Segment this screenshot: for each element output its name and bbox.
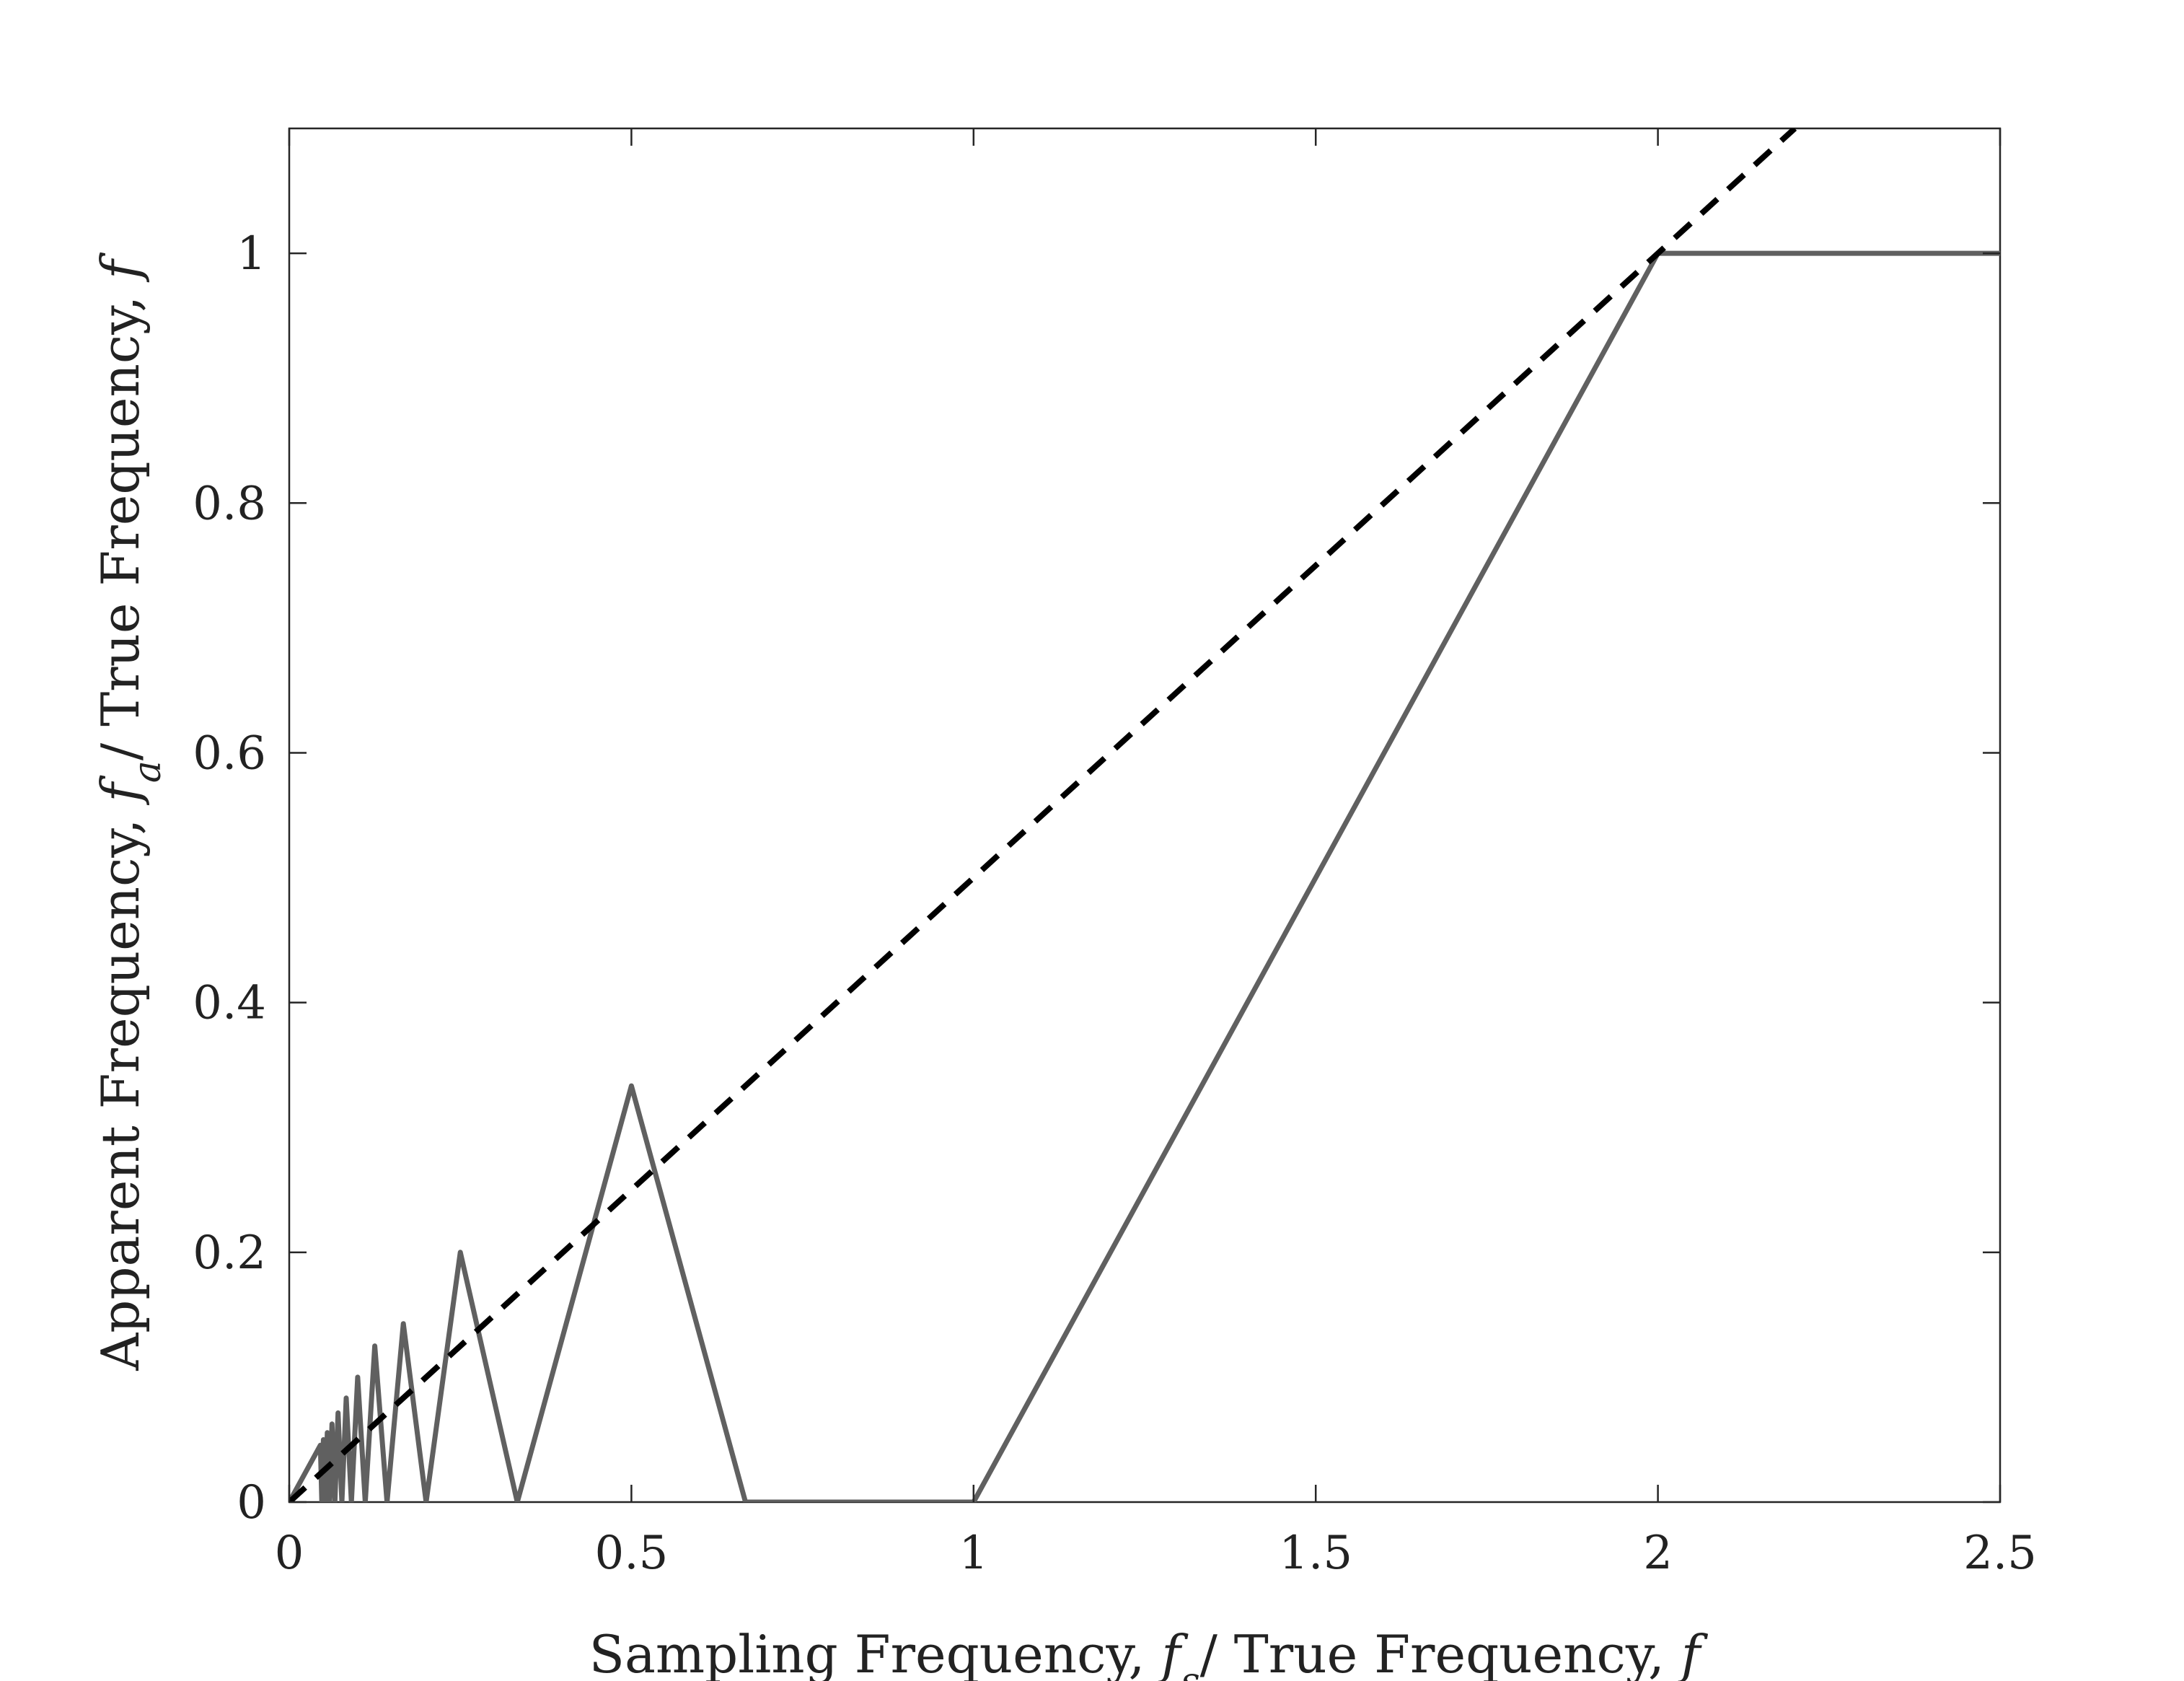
y-tick-label: 0 bbox=[237, 1476, 266, 1529]
axis-label-part: a bbox=[126, 760, 169, 783]
x-tick-label: 2.5 bbox=[1963, 1527, 2037, 1580]
series-line-dashed bbox=[289, 128, 1797, 1502]
y-tick-label: 0.4 bbox=[193, 977, 266, 1030]
axis-label-part: f bbox=[90, 252, 151, 283]
x-tick-label: 0.5 bbox=[595, 1527, 669, 1580]
axes-box bbox=[288, 127, 2002, 1504]
y-tick-label: 1 bbox=[237, 227, 266, 281]
x-tick-label: 1 bbox=[959, 1527, 988, 1580]
axis-label-part: Apparent Frequency, bbox=[90, 802, 151, 1371]
axis-label-part: Sampling Frequency, bbox=[589, 1624, 1162, 1681]
series-line-solid bbox=[289, 250, 2000, 1502]
y-axis-label: Apparent Frequency, fa/ True Frequency, … bbox=[90, 252, 169, 1371]
y-tick-label: 0.8 bbox=[193, 477, 266, 530]
plot-area bbox=[288, 127, 2002, 1504]
x-tick-label: 0 bbox=[275, 1527, 304, 1580]
x-tick-label: 1.5 bbox=[1279, 1527, 1352, 1580]
axis-label-part: s bbox=[1181, 1660, 1200, 1681]
x-axis-label: Sampling Frequency, fs/ True Frequency, … bbox=[589, 1624, 1709, 1681]
y-tick-label: 0.2 bbox=[193, 1226, 266, 1280]
y-tick-label: 0.6 bbox=[193, 727, 266, 780]
x-tick-label: 2 bbox=[1643, 1527, 1673, 1580]
ticks-layer bbox=[288, 128, 2002, 1504]
series-layer bbox=[289, 128, 2000, 1502]
axis-label-part: / True Frequency, bbox=[90, 279, 151, 760]
axis-label-part: f bbox=[1678, 1624, 1709, 1681]
axis-label-part: / True Frequency, bbox=[1200, 1624, 1681, 1681]
